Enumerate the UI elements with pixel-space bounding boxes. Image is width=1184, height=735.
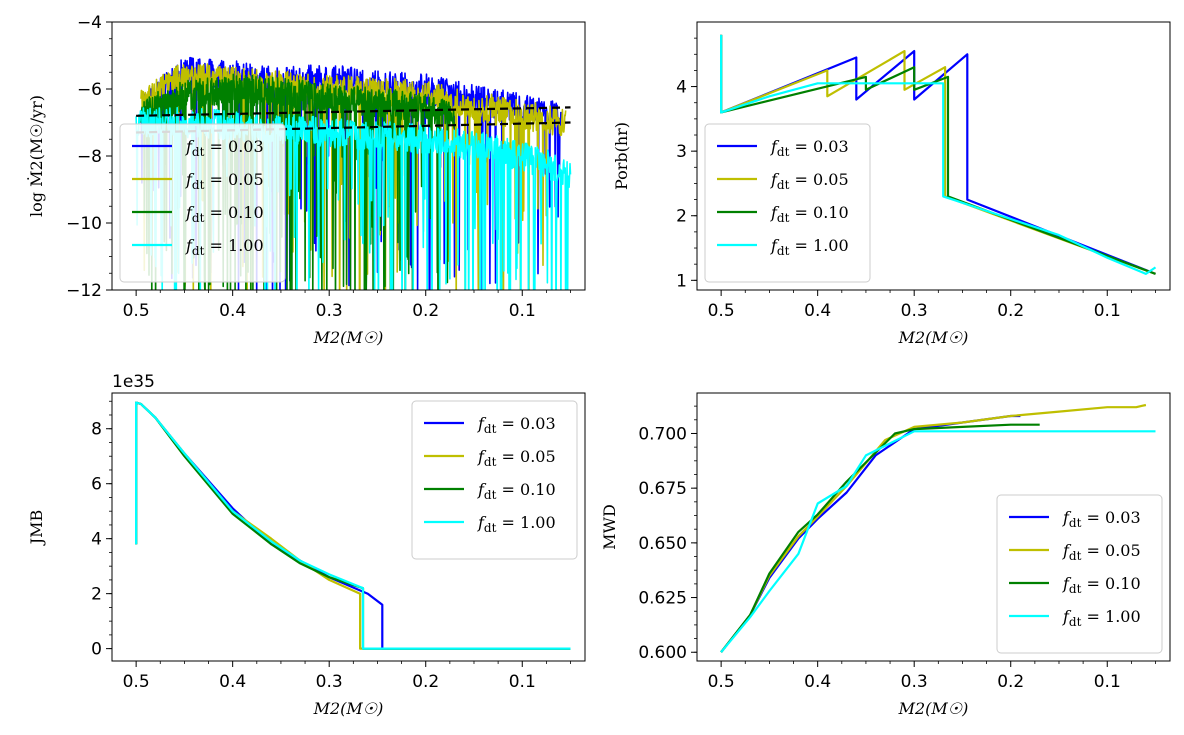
legend-label: fdt = 0.05 bbox=[185, 170, 264, 192]
legend-box bbox=[411, 400, 578, 560]
x-tick-label: 0.2 bbox=[997, 301, 1024, 321]
axes-frame bbox=[696, 21, 1171, 291]
x-tick-label: 0.5 bbox=[123, 301, 150, 321]
y-tick-label: 0.600 bbox=[638, 643, 687, 663]
y-tick-label: 0.675 bbox=[638, 479, 687, 499]
plot-area bbox=[135, 401, 571, 650]
x-tick-label: 0.2 bbox=[412, 672, 439, 692]
legend-label: fdt = 0.03 bbox=[477, 414, 556, 436]
x-tick-label: 0.5 bbox=[123, 672, 150, 692]
x-tick-label: 0.1 bbox=[509, 301, 536, 321]
y-tick-label: 2 bbox=[91, 585, 102, 605]
x-tick-label: 0.3 bbox=[901, 672, 928, 692]
legend-label: fdt = 0.10 bbox=[770, 203, 849, 225]
series-line-fdt-0-03 bbox=[720, 414, 1021, 653]
plot-area bbox=[720, 34, 1157, 275]
series-line-fdt-0-10 bbox=[720, 34, 1156, 275]
legend-label: fdt = 0.03 bbox=[770, 137, 849, 159]
panel-top-right: 0.5 0.4 0.3 0.2 0.1 1 2 3 4 M2(M☉) Porb(hr) fdt = 0… bbox=[612, 21, 1171, 347]
x-tick-label: 0.4 bbox=[219, 301, 246, 321]
y-tick-label: −12 bbox=[66, 281, 102, 301]
legend-label: fdt = 0.10 bbox=[477, 480, 556, 502]
series-line-fdt-1-00 bbox=[135, 401, 571, 650]
legend-label: fdt = 0.10 bbox=[185, 203, 264, 225]
y-axis-label: JMB bbox=[27, 510, 46, 547]
x-axis-label: M2(M☉) bbox=[898, 328, 969, 347]
legend-label: fdt = 1.00 bbox=[1062, 607, 1141, 629]
x-tick-label: 0.1 bbox=[1094, 301, 1121, 321]
y-tick-label: −10 bbox=[66, 214, 102, 234]
legend-label: fdt = 0.05 bbox=[1062, 541, 1141, 563]
series-line-fdt-1-00 bbox=[720, 34, 1157, 275]
legend: fdt = 0.03 fdt = 0.05 fdt = 0.10 fdt = 1.00 bbox=[411, 400, 578, 560]
x-axis-label: M2(M☉) bbox=[313, 328, 384, 347]
x-axis-label: M2(M☉) bbox=[898, 699, 969, 718]
axes-frame bbox=[696, 392, 1171, 662]
series-line-fdt-1-00 bbox=[720, 430, 1156, 653]
x-tick-label: 0.3 bbox=[316, 672, 343, 692]
y-tick-label: 0 bbox=[91, 640, 102, 660]
y-tick-label: 4 bbox=[676, 78, 687, 98]
series-line-fdt-0-05 bbox=[720, 34, 1156, 275]
series-line-fdt-0-10 bbox=[720, 423, 1040, 653]
legend-label: fdt = 1.00 bbox=[770, 236, 849, 258]
y-tick-label: 1 bbox=[676, 271, 687, 291]
legend: fdt = 0.03 fdt = 0.05 fdt = 0.10 fdt = 1.00 bbox=[996, 494, 1163, 654]
series-line-fdt-0-10 bbox=[140, 73, 456, 290]
panel-top-left: 0.5 0.4 0.3 0.2 0.1 −12 −10 −8 −6 −4 M2(M☉) log Ṁ2(… bbox=[26, 13, 586, 347]
x-tick-label: 0.4 bbox=[804, 672, 831, 692]
x-tick-label: 0.1 bbox=[1094, 672, 1121, 692]
axes-frame bbox=[111, 392, 586, 662]
legend-label: fdt = 1.00 bbox=[477, 513, 556, 535]
y-axis-label: MWD bbox=[600, 504, 619, 550]
x-tick-label: 0.1 bbox=[509, 672, 536, 692]
y-tick-label: 0.625 bbox=[638, 589, 687, 609]
y-axis-label: log Ṁ2(M☉/yr) bbox=[26, 95, 46, 217]
legend-label: fdt = 1.00 bbox=[185, 236, 264, 258]
x-tick-label: 0.2 bbox=[997, 672, 1024, 692]
x-tick-label: 0.5 bbox=[708, 672, 735, 692]
legend-label: fdt = 0.03 bbox=[1062, 508, 1141, 530]
legend: fdt = 0.03 fdt = 0.05 fdt = 0.10 fdt = 1.00 bbox=[119, 123, 286, 283]
y-tick-label: −4 bbox=[77, 13, 102, 33]
legend: fdt = 0.03 fdt = 0.05 fdt = 0.10 fdt = 1.00 bbox=[704, 123, 871, 283]
x-tick-label: 0.5 bbox=[708, 301, 735, 321]
legend-label: fdt = 0.03 bbox=[185, 137, 264, 159]
axis-offset-label: 1e35 bbox=[112, 372, 155, 392]
legend-label: fdt = 0.05 bbox=[770, 170, 849, 192]
y-tick-label: −6 bbox=[77, 80, 102, 100]
y-tick-label: 3 bbox=[676, 142, 687, 162]
legend-box bbox=[996, 494, 1163, 654]
panel-bottom-left: 0.5 0.4 0.3 0.2 0.1 0 2 4 6 8 M2(M☉) JMB 1e35 fdt = 0… bbox=[27, 372, 586, 718]
legend-label: fdt = 0.05 bbox=[477, 447, 556, 469]
x-tick-label: 0.4 bbox=[804, 301, 831, 321]
x-tick-label: 0.2 bbox=[412, 301, 439, 321]
panel-bottom-right: 0.5 0.4 0.3 0.2 0.1 0.600 0.625 0.650 0.675 0.700… bbox=[600, 392, 1171, 718]
x-tick-label: 0.3 bbox=[901, 301, 928, 321]
legend-box bbox=[119, 123, 286, 283]
x-tick-label: 0.3 bbox=[316, 301, 343, 321]
y-tick-label: 2 bbox=[676, 207, 687, 227]
series-line-reference-upper bbox=[136, 106, 571, 117]
x-axis-label: M2(M☉) bbox=[313, 699, 384, 718]
y-tick-label: 6 bbox=[91, 475, 102, 495]
y-axis-label: Porb(hr) bbox=[612, 122, 631, 190]
y-tick-label: −8 bbox=[77, 147, 102, 167]
x-tick-label: 0.4 bbox=[219, 672, 246, 692]
y-tick-label: 0.650 bbox=[638, 534, 687, 554]
y-tick-label: 0.700 bbox=[638, 424, 687, 444]
y-tick-label: 8 bbox=[91, 420, 102, 440]
legend-label: fdt = 0.10 bbox=[1062, 574, 1141, 596]
y-tick-label: 4 bbox=[91, 530, 102, 550]
plot-area bbox=[720, 403, 1156, 653]
legend-box bbox=[704, 123, 871, 283]
